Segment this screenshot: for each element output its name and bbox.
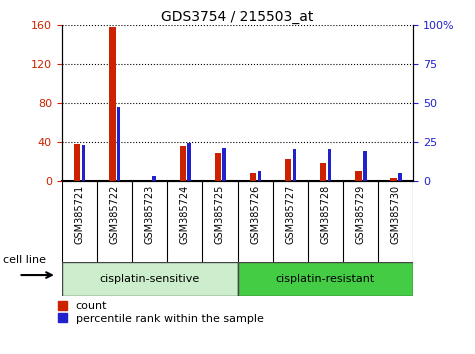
Text: cisplatin-resistant: cisplatin-resistant xyxy=(276,274,375,284)
Bar xyxy=(74,144,80,181)
Bar xyxy=(293,149,296,181)
Bar xyxy=(180,147,186,181)
Text: GSM385721: GSM385721 xyxy=(74,185,85,244)
Bar xyxy=(390,178,397,181)
Bar xyxy=(285,159,291,181)
Bar xyxy=(109,27,115,181)
Text: GSM385729: GSM385729 xyxy=(355,185,366,244)
Bar xyxy=(398,173,402,181)
Bar xyxy=(187,143,191,181)
Bar xyxy=(328,149,332,181)
Title: GDS3754 / 215503_at: GDS3754 / 215503_at xyxy=(162,10,314,24)
Bar xyxy=(320,163,326,181)
FancyBboxPatch shape xyxy=(238,262,413,296)
Text: GSM385728: GSM385728 xyxy=(320,185,331,244)
Bar xyxy=(355,171,361,181)
FancyBboxPatch shape xyxy=(62,262,238,296)
Text: GSM385724: GSM385724 xyxy=(180,185,190,244)
Bar xyxy=(82,145,85,181)
Bar xyxy=(222,148,226,181)
Text: cell line: cell line xyxy=(3,255,46,265)
Bar xyxy=(363,151,367,181)
Text: GSM385730: GSM385730 xyxy=(390,185,401,244)
Text: GSM385727: GSM385727 xyxy=(285,185,295,244)
Text: GSM385722: GSM385722 xyxy=(109,185,120,244)
Text: GSM385725: GSM385725 xyxy=(215,185,225,244)
Bar xyxy=(152,176,156,181)
Bar xyxy=(215,153,221,181)
Legend: count, percentile rank within the sample: count, percentile rank within the sample xyxy=(58,301,264,324)
Text: GSM385723: GSM385723 xyxy=(144,185,155,244)
Text: cisplatin-sensitive: cisplatin-sensitive xyxy=(99,274,200,284)
Bar xyxy=(257,171,261,181)
Bar xyxy=(117,107,121,181)
Text: GSM385726: GSM385726 xyxy=(250,185,260,244)
Bar xyxy=(250,173,256,181)
